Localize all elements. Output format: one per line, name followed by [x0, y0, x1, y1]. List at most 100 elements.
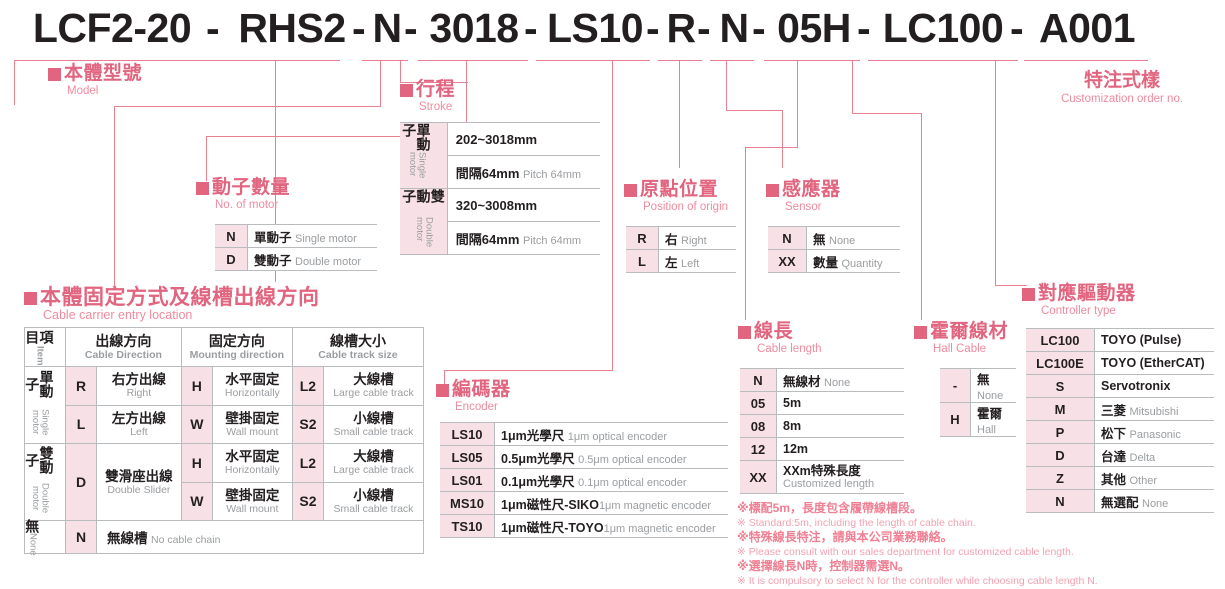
section-motor-count-title-zh: 動子數量 — [212, 177, 291, 198]
leader-customization-top — [1024, 60, 1148, 61]
footnote-en: ※ It is compulsory to select N for the c… — [737, 575, 1098, 587]
leader-hall-drop-a — [852, 60, 853, 113]
table-row[interactable]: 單動子 Single motor 202~3018mm — [400, 122, 600, 189]
controller-code: S — [1026, 374, 1095, 398]
encoder-table: LS10 1μm光學尺 1μm optical encoder LS05 0.5… — [440, 422, 728, 538]
table-header-row: 項目 Item 出線方向 Cable Direction 固定方向 Mountin… — [24, 327, 425, 367]
table-row[interactable]: XX 數量 Quantity — [768, 249, 900, 273]
table-row[interactable]: W 壁掛固定 Wall mount S2 小線槽 Small cable tra… — [25, 481, 425, 521]
cable-length-code: XX — [740, 460, 777, 494]
leader-sensor-top — [710, 60, 754, 61]
table-row[interactable]: 雙動子 Double motor 320~3008mm — [400, 188, 600, 255]
leader-stroke-bracket — [400, 82, 468, 83]
stroke-value: 320~3008mm — [447, 188, 600, 222]
stroke-table: 單動子 Single motor 202~3018mm 間隔64mm Pitch … — [400, 122, 600, 255]
cable-length-code: 08 — [740, 414, 777, 438]
part-separator: - — [752, 5, 766, 51]
table-row[interactable]: 無 None N 無線槽 No cable chain — [24, 519, 424, 555]
table-row[interactable]: 08 8m — [740, 414, 904, 438]
cc-mount-desc: 水平固定 Horizontally — [211, 443, 293, 483]
table-row[interactable]: N 單動子 Single motor — [215, 224, 377, 248]
bullet-square-icon — [400, 83, 413, 97]
footnote-zh: ※選擇線長N時，控制器需選N。 — [737, 559, 910, 573]
section-model: 本體型號 Model — [48, 64, 142, 98]
sensor-code: N — [768, 226, 807, 250]
table-row[interactable]: R 右 Right — [626, 226, 736, 250]
section-origin: 原點位置 Position of origin — [624, 180, 728, 214]
table-row[interactable]: 單動子 Single motor R 右方出線 Right H 水平固定 Hori… — [24, 366, 425, 444]
part-segment-encoder: LS10 — [547, 5, 644, 51]
table-row[interactable]: LS05 0.5μm光學尺 0.5μm optical encoder — [440, 445, 728, 469]
cc-header-track-size: 線槽大小 Cable track size — [291, 327, 425, 367]
cc-track-desc: 大線槽 Large cable track — [322, 443, 425, 483]
table-row[interactable]: D 雙動子 Double motor — [215, 247, 377, 271]
leader-encoder-top — [536, 60, 650, 61]
table-row[interactable]: MS10 1μm磁性尺-SIKO1μm magnetic encoder — [440, 491, 728, 515]
cable-length-code: 05 — [740, 391, 777, 415]
motor-count-table: N 單動子 Single motor D 雙動子 Double motor — [215, 224, 377, 271]
table-row[interactable]: 雙動子 Double motor D 雙滑座出線 Double Slider H … — [24, 443, 425, 521]
table-row[interactable]: 05 5m — [740, 391, 904, 415]
section-cable-length-title-zh: 線長 — [754, 321, 794, 342]
table-row[interactable]: L 左 Left — [626, 249, 736, 273]
table-row[interactable]: Z 其他 Other — [1026, 466, 1214, 490]
bullet-square-icon — [624, 183, 637, 197]
part-number-title: LCF2-20 - RHS2 - N - 3018 - LS10 - R - N… — [0, 4, 1225, 56]
table-row[interactable]: 間隔64mm Pitch 64mm — [400, 221, 600, 255]
table-row[interactable]: XX XXm特殊長度 Customized length — [740, 460, 904, 494]
table-row[interactable]: M 三菱 Mitsubishi — [1026, 397, 1214, 421]
table-row[interactable]: LS01 0.1μm光學尺 0.1μm optical encoder — [440, 468, 728, 492]
table-row[interactable]: TS10 1μm磁性尺-TOYO1μm magnetic encoder — [440, 514, 728, 538]
table-row[interactable]: N 無 None — [768, 226, 900, 250]
section-origin-title-en: Position of origin — [643, 201, 729, 213]
section-controller: 對應驅動器 Controller type — [1022, 284, 1136, 318]
table-row[interactable]: LC100 TOYO (Pulse) — [1026, 328, 1214, 352]
cc-mount-code: W — [180, 481, 213, 521]
controller-code: M — [1026, 397, 1095, 421]
cable-length-table: N 無線材 None 05 5m 08 8m 12 12m XX XXm特殊長度… — [740, 368, 904, 494]
footnote-zh: ※特殊線長特注，請與本公司業務聯絡。 — [737, 530, 953, 544]
cc-direction-code: R — [65, 366, 97, 406]
part-separator: - — [206, 5, 220, 51]
footnote-en: ※ Please consult with our sales departme… — [737, 546, 1074, 558]
section-encoder: 編碼器 Encoder — [436, 380, 511, 414]
controller-desc: 松下 Panasonic — [1094, 420, 1214, 444]
table-row[interactable]: - 無 None — [940, 368, 1016, 403]
cable-length-desc: 12m — [776, 437, 904, 461]
section-sensor-title-zh: 感應器 — [782, 179, 841, 200]
section-cable-carrier: 本體固定方式及線槽出線方向 Cable carrier entry locati… — [24, 287, 320, 322]
table-row[interactable]: L 左方出線 Left W 壁掛固定 Wall mount S2 小線槽 Sma… — [25, 404, 425, 444]
table-row[interactable]: LS10 1μm光學尺 1μm optical encoder — [440, 422, 728, 446]
leader-sensor-run — [726, 110, 782, 111]
controller-desc: 無選配 None — [1094, 489, 1214, 513]
table-row[interactable]: D 台達 Delta — [1026, 443, 1214, 467]
table-row[interactable]: LC100E TOYO (EtherCAT) — [1026, 351, 1214, 375]
cc-none-code: N — [65, 520, 97, 554]
hall-cable-desc: 霍爾 Hall — [970, 402, 1016, 437]
controller-code: LC100 — [1026, 328, 1095, 352]
table-row[interactable]: 12 12m — [740, 437, 904, 461]
section-model-title-en: Model — [67, 85, 99, 97]
section-hall-cable-title-en: Hall Cable — [933, 343, 987, 355]
leader-motor-count-drop-b — [114, 106, 115, 289]
table-row[interactable]: N 無線材 None — [740, 368, 904, 392]
leader-hall-run — [852, 113, 921, 114]
table-row[interactable]: S Servotronix — [1026, 374, 1214, 398]
table-row[interactable]: 間隔64mm Pitch 64mm — [400, 155, 600, 189]
table-row[interactable]: H 霍爾 Hall — [940, 402, 1016, 437]
bullet-square-icon — [914, 325, 927, 339]
stroke-group-label-single: 單動子 Single motor — [400, 122, 448, 189]
leader-cable-length-drop-b — [745, 147, 746, 320]
section-origin-title-zh: 原點位置 — [640, 179, 719, 200]
cc-group-label-double: 雙動子 Double motor — [24, 443, 66, 521]
controller-code: Z — [1026, 466, 1095, 490]
encoder-desc: 1μm光學尺 1μm optical encoder — [494, 422, 728, 446]
controller-desc: Servotronix — [1094, 374, 1214, 398]
table-row[interactable]: N 無選配 None — [1026, 489, 1214, 513]
section-customization: 特注式樣 Customization order no. — [1024, 70, 1220, 106]
part-segment-controller: LC100 — [882, 5, 1004, 51]
table-row[interactable]: P 松下 Panasonic — [1026, 420, 1214, 444]
leader-cable-carrier-drop — [275, 60, 276, 282]
section-cable-length: 線長 Cable length — [738, 322, 822, 356]
bullet-square-icon — [766, 183, 779, 197]
